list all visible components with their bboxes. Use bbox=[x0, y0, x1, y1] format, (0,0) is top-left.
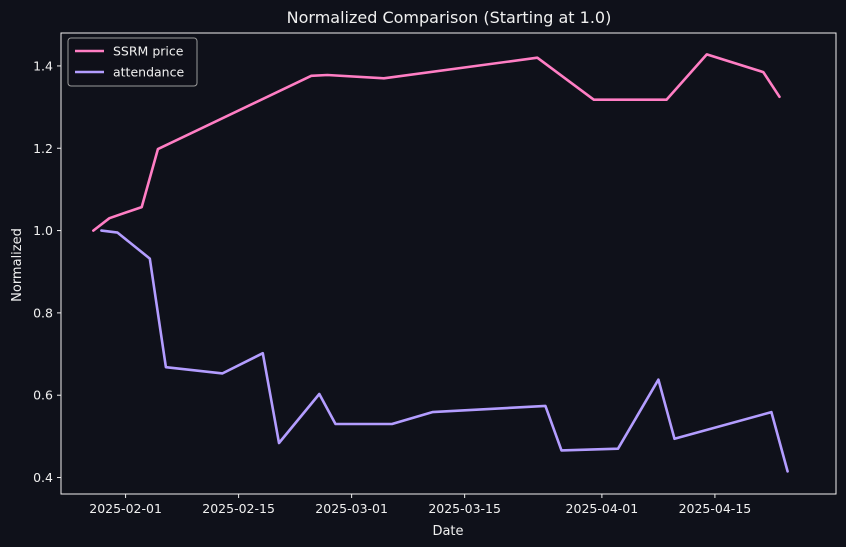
y-tick-label: 0.4 bbox=[33, 470, 53, 485]
series-line-attendance bbox=[100, 229, 789, 473]
chart-title: Normalized Comparison (Starting at 1.0) bbox=[287, 8, 612, 27]
plot-area bbox=[60, 32, 837, 495]
legend-label: SSRM price bbox=[113, 44, 184, 59]
series-layer bbox=[92, 53, 789, 473]
x-axis: 2025-02-01 2025-02-15 2025-03-01 2025-03-15… bbox=[89, 494, 751, 516]
x-tick-label: 2025-04-15 bbox=[679, 501, 752, 516]
x-tick-label: 2025-02-01 bbox=[89, 501, 162, 516]
plot-frame bbox=[60, 32, 837, 495]
x-tick-label: 2025-03-01 bbox=[315, 501, 388, 516]
y-tick-label: 1.2 bbox=[33, 141, 53, 156]
y-axis: 0.4 0.6 0.8 1.0 1.2 1.4 bbox=[33, 58, 61, 485]
y-tick-label: 0.6 bbox=[33, 388, 53, 403]
y-axis-label: Normalized bbox=[10, 228, 25, 302]
y-tick-label: 1.4 bbox=[33, 58, 53, 73]
legend-label: attendance bbox=[113, 65, 184, 80]
y-tick-label: 1.0 bbox=[33, 223, 53, 238]
x-tick-label: 2025-04-01 bbox=[566, 501, 639, 516]
y-tick-label: 0.8 bbox=[33, 305, 53, 320]
legend: SSRM price attendance bbox=[67, 37, 198, 87]
x-axis-label: Date bbox=[432, 524, 463, 539]
series-line-ssrm-price bbox=[92, 53, 781, 232]
x-tick-label: 2025-03-15 bbox=[428, 501, 501, 516]
x-tick-label: 2025-02-15 bbox=[202, 501, 275, 516]
